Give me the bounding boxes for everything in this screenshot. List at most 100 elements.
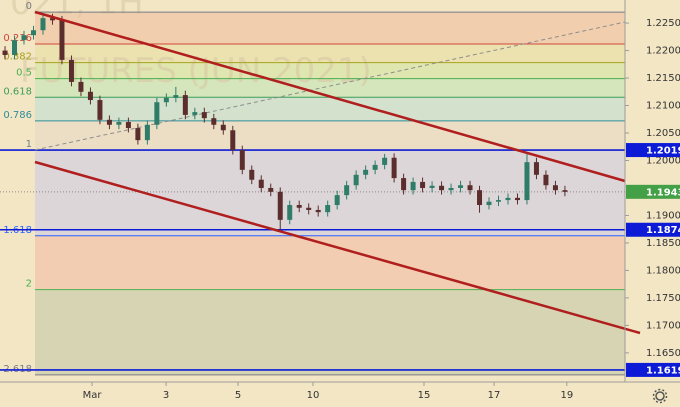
candle-body	[163, 97, 169, 103]
fib-band	[35, 62, 625, 79]
candle-body	[135, 128, 141, 141]
candle-body	[524, 162, 530, 201]
price-label: 1.1874	[646, 225, 680, 236]
price-label: 1.2019	[646, 146, 680, 157]
candle-body	[182, 95, 188, 115]
y-tick-label: 1.2250	[646, 18, 680, 29]
candle-body	[192, 112, 198, 115]
fib-label: 0.786	[3, 110, 32, 121]
candle-body	[514, 197, 520, 201]
fib-label: 0	[26, 1, 32, 12]
y-tick-label: 1.1800	[646, 265, 680, 276]
candle-body	[296, 205, 302, 208]
fib-band	[35, 289, 625, 375]
candle-body	[211, 118, 217, 125]
candle-body	[467, 185, 473, 191]
candle-body	[439, 185, 445, 191]
price-label-bg	[626, 143, 680, 158]
trend-line	[34, 10, 626, 183]
candle-body	[315, 209, 321, 213]
candle-body	[458, 185, 464, 188]
candle-body	[106, 119, 112, 125]
x-tick-label: 17	[488, 390, 501, 401]
candle-body	[230, 130, 236, 151]
candle-body	[382, 157, 388, 165]
y-tick-label: 1.2100	[646, 101, 680, 112]
y-tick-label: 1.2050	[646, 128, 680, 139]
x-tick-label: 3	[163, 390, 169, 401]
candle-body	[173, 95, 179, 98]
y-tick-label: 1.2000	[646, 155, 680, 166]
y-tick-label: 1.1650	[646, 348, 680, 359]
last-price-label: 1.1943	[646, 187, 680, 198]
candle-body	[325, 205, 331, 213]
fib-label: 1	[26, 139, 32, 150]
price-label: 1.1619	[646, 365, 680, 376]
candle-body	[372, 164, 378, 170]
candle-body	[429, 185, 435, 188]
candle-body	[239, 150, 245, 170]
settings-icon[interactable]	[652, 388, 668, 404]
candle-body	[249, 169, 255, 180]
candle-body	[401, 178, 407, 191]
candle-body	[410, 181, 416, 191]
candle-body	[505, 197, 511, 201]
fib-band	[35, 120, 625, 151]
candle-body	[125, 122, 131, 129]
candle-body	[486, 201, 492, 206]
candle-body	[344, 185, 350, 196]
fib-trend-line	[34, 21, 626, 151]
candle-body	[420, 181, 426, 188]
settings-gear[interactable]	[655, 391, 665, 401]
y-tick-label: 1.2200	[646, 46, 680, 57]
candle-body	[154, 102, 160, 125]
candle-body	[562, 190, 568, 192]
candle-body	[97, 100, 103, 120]
x-tick-label: 19	[560, 390, 573, 401]
fib-label: 2	[26, 279, 32, 290]
candle-body	[363, 169, 369, 175]
candle-body	[496, 200, 502, 202]
candle-body	[2, 50, 8, 55]
fib-label: 0.382	[3, 52, 32, 63]
fib-label: 0.236	[3, 33, 32, 44]
candle-body	[277, 191, 283, 220]
candle-body	[40, 18, 46, 31]
candle-body	[306, 207, 312, 210]
y-tick-label: 1.1750	[646, 293, 680, 304]
settings-gear[interactable]	[652, 388, 668, 404]
x-tick-label: 10	[307, 390, 320, 401]
candle-body	[268, 187, 274, 192]
candle-body	[287, 205, 293, 220]
candle-body	[68, 59, 74, 82]
y-tick-label: 1.1850	[646, 238, 680, 249]
y-tick-label: 1.1700	[646, 320, 680, 331]
candle-body	[144, 124, 150, 141]
candle-body	[59, 20, 65, 60]
candle-body	[116, 122, 122, 125]
candle-body	[552, 185, 558, 191]
x-tick-label: 15	[418, 390, 431, 401]
price-label-bg	[626, 362, 680, 377]
x-tick-label: Mar	[83, 390, 103, 401]
candle-body	[49, 18, 55, 21]
candle-body	[87, 91, 93, 101]
candle-body	[258, 179, 264, 188]
fib-band	[35, 12, 625, 44]
candle-body	[391, 157, 397, 179]
candle-body	[201, 112, 207, 119]
candle-body	[353, 174, 359, 186]
candle-body	[78, 81, 84, 92]
x-tick-label: 5	[235, 390, 241, 401]
candle-body	[477, 190, 483, 206]
candle-body	[30, 30, 36, 36]
candle-body	[448, 187, 454, 191]
candle-body	[334, 195, 340, 206]
fib-band	[35, 78, 625, 98]
fib-band	[35, 43, 625, 63]
candle-body	[220, 124, 226, 131]
candle-body	[533, 162, 539, 175]
y-tick-label: 1.2150	[646, 73, 680, 84]
fib-band	[35, 97, 625, 121]
